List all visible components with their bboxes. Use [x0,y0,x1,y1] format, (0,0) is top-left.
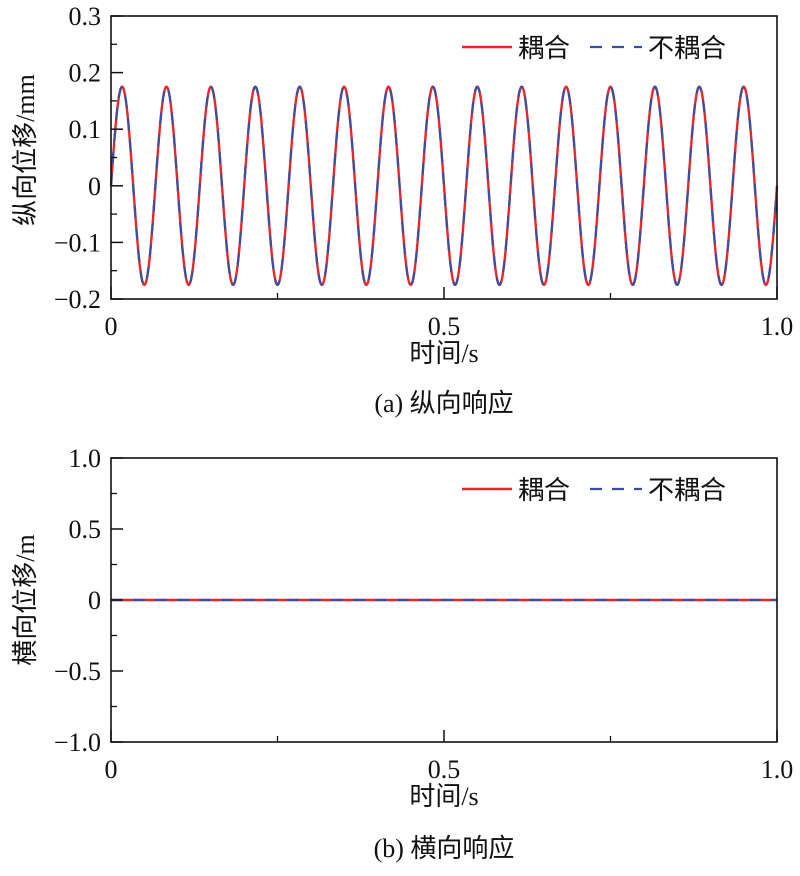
legend: 耦合 不耦合 [462,34,726,63]
y-tick-label: 0.1 [69,115,102,144]
x-axis-label: 时间/s [409,339,478,368]
x-tick-label: 0 [105,312,118,341]
x-tick-label: 0 [105,755,118,784]
legend-label-coupled: 耦合 [518,476,570,505]
y-tick-label: 0.5 [69,515,102,544]
y-tick-label: −0.1 [54,228,101,257]
y-tick-label: 0.2 [69,59,102,88]
x-tick-label: 0.5 [428,755,461,784]
x-tick-label: 1.0 [761,755,794,784]
y-axis-label: 纵向位移/mm [11,74,40,226]
legend-label-uncoupled: 不耦合 [648,34,726,63]
y-tick-label: −0.2 [54,285,101,314]
legend-label-uncoupled: 不耦合 [648,476,726,505]
y-tick-label: 1.0 [69,444,102,473]
series-line-coupled [109,85,779,287]
series-line-uncoupled [109,85,779,287]
legend: 耦合 不耦合 [462,476,726,505]
legend-label-coupled: 耦合 [518,34,570,63]
x-tick-label: 1.0 [761,312,794,341]
chart-a: 0.30.20.10−0.1−0.20 0.5 1.0时间/s纵向位移/mm(a) … [11,2,793,418]
y-tick-label: 0 [88,586,101,615]
chart-caption: (a) 纵向响应 [374,389,513,418]
y-tick-label: −0.5 [54,657,101,686]
y-tick-label: −1.0 [54,728,101,757]
x-tick-label: 0.5 [428,312,461,341]
chart-caption: (b) 横向响应 [374,834,515,863]
y-tick-label: 0.3 [69,2,102,31]
y-tick-label: 0 [88,172,101,201]
x-axis-label: 时间/s [409,782,478,811]
y-axis-label: 横向位移/m [11,534,40,665]
